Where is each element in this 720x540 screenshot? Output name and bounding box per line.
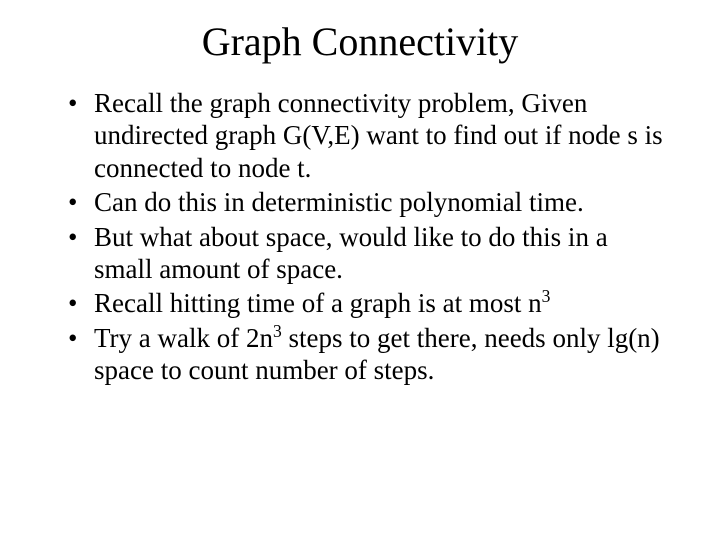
slide: Graph Connectivity Recall the graph conn… bbox=[0, 0, 720, 540]
list-item: Try a walk of 2n3 steps to get there, ne… bbox=[64, 322, 666, 387]
list-item: Recall hitting time of a graph is at mos… bbox=[64, 287, 666, 319]
list-item: Recall the graph connectivity problem, G… bbox=[64, 87, 666, 184]
slide-title: Graph Connectivity bbox=[30, 18, 690, 65]
list-item: But what about space, would like to do t… bbox=[64, 221, 666, 286]
bullet-list: Recall the graph connectivity problem, G… bbox=[30, 87, 690, 387]
list-item: Can do this in deterministic polynomial … bbox=[64, 186, 666, 218]
